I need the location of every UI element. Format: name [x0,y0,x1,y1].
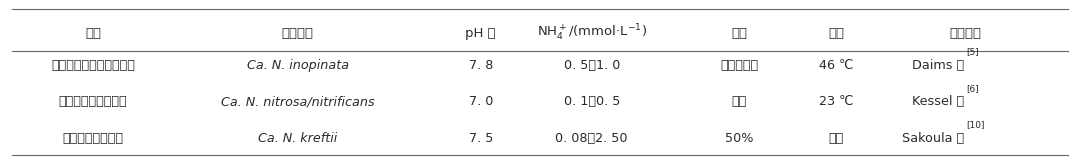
Text: 46 ℃: 46 ℃ [819,59,853,72]
Text: 23 ℃: 23 ℃ [819,95,853,108]
Text: 氧气: 氧气 [731,27,747,40]
Text: Ca. N. nitrosa/nitrificans: Ca. N. nitrosa/nitrificans [220,95,375,108]
Text: 室温: 室温 [828,132,843,145]
Text: 水产养殖系统生物膜: 水产养殖系统生物膜 [58,95,127,108]
Text: Sakoula 等: Sakoula 等 [902,132,964,145]
Text: 7. 8: 7. 8 [469,59,492,72]
Text: 低氧: 低氧 [731,95,747,108]
Text: pH 值: pH 值 [465,27,496,40]
Text: Daims 等: Daims 等 [913,59,964,72]
Text: 暴露于空气: 暴露于空气 [720,59,758,72]
Text: 深油井热水管内壁生物膜: 深油井热水管内壁生物膜 [51,59,135,72]
Text: [10]: [10] [966,120,985,129]
Text: 0. 1～0. 5: 0. 1～0. 5 [564,95,620,108]
Text: 低氧反应器富集物: 低氧反应器富集物 [63,132,123,145]
Text: 菌株名称: 菌株名称 [282,27,313,40]
Text: [6]: [6] [966,84,978,93]
Text: 7. 5: 7. 5 [469,132,492,145]
Text: 0. 5～1. 0: 0. 5～1. 0 [564,59,620,72]
Text: 温度: 温度 [828,27,845,40]
Text: 50%: 50% [725,132,754,145]
Text: 来源: 来源 [85,27,100,40]
Text: 参考文献: 参考文献 [949,27,982,40]
Text: Kessel 等: Kessel 等 [913,95,964,108]
Text: [5]: [5] [966,47,978,57]
Text: 0. 08～2. 50: 0. 08～2. 50 [555,132,627,145]
Text: 7. 0: 7. 0 [469,95,492,108]
Text: NH$_4^+$/(mmol·L$^{-1}$): NH$_4^+$/(mmol·L$^{-1}$) [537,23,647,43]
Text: Ca. N. kreftii: Ca. N. kreftii [258,132,337,145]
Text: Ca. N. inopinata: Ca. N. inopinata [246,59,349,72]
